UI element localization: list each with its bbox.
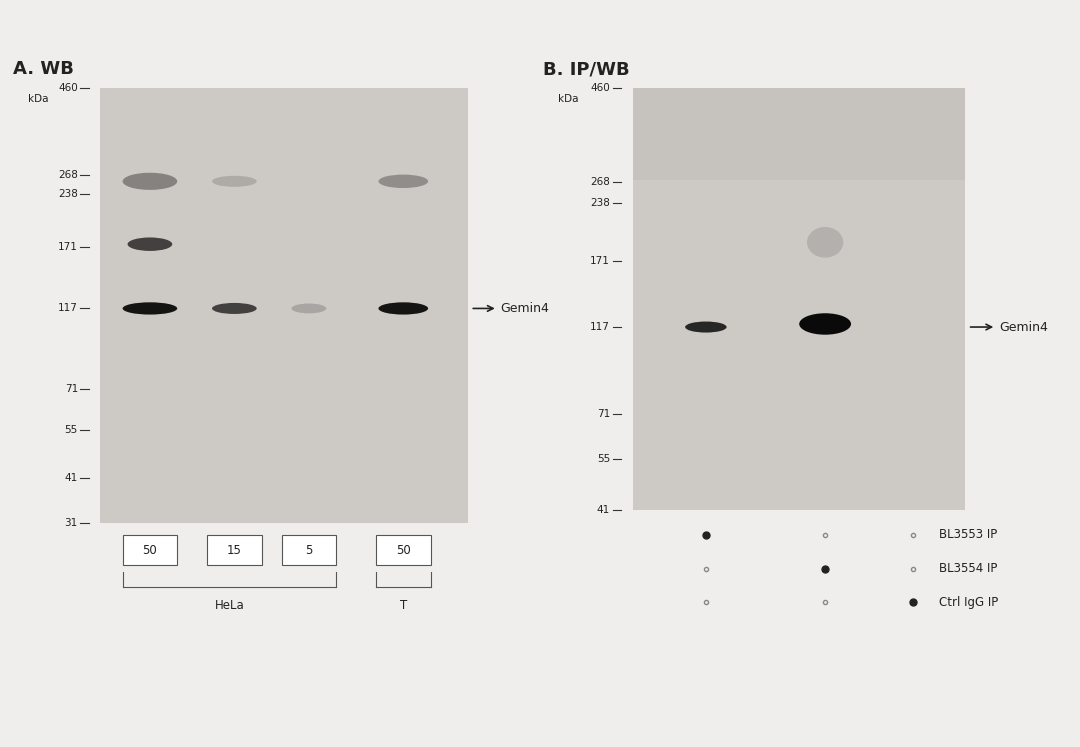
Text: Gemin4: Gemin4 <box>999 320 1048 333</box>
Text: Gemin4: Gemin4 <box>500 302 549 315</box>
Text: 55: 55 <box>65 425 78 436</box>
Text: 268: 268 <box>58 170 78 180</box>
Text: BL3554 IP: BL3554 IP <box>940 562 998 575</box>
Text: 117: 117 <box>590 322 610 332</box>
Text: 71: 71 <box>597 409 610 419</box>
Text: 55: 55 <box>597 454 610 464</box>
FancyBboxPatch shape <box>633 87 966 179</box>
Text: kDa: kDa <box>28 94 49 104</box>
Ellipse shape <box>685 321 727 332</box>
Text: 15: 15 <box>227 544 242 557</box>
Text: 238: 238 <box>58 189 78 199</box>
Ellipse shape <box>799 313 851 335</box>
Text: 41: 41 <box>65 473 78 483</box>
Text: HeLa: HeLa <box>215 599 244 613</box>
Text: 71: 71 <box>65 384 78 394</box>
FancyBboxPatch shape <box>282 535 336 565</box>
Text: B. IP/WB: B. IP/WB <box>542 61 630 78</box>
Text: 50: 50 <box>143 544 158 557</box>
Text: 268: 268 <box>590 177 610 187</box>
FancyBboxPatch shape <box>207 535 261 565</box>
Ellipse shape <box>212 303 257 314</box>
Text: T: T <box>400 599 407 613</box>
Text: kDa: kDa <box>558 94 579 104</box>
Text: 5: 5 <box>306 544 312 557</box>
Text: 50: 50 <box>396 544 410 557</box>
Text: A. WB: A. WB <box>13 61 75 78</box>
FancyBboxPatch shape <box>123 535 177 565</box>
Ellipse shape <box>123 303 177 314</box>
Text: Ctrl IgG IP: Ctrl IgG IP <box>940 595 998 609</box>
Text: 41: 41 <box>597 506 610 515</box>
Ellipse shape <box>292 303 326 313</box>
Ellipse shape <box>127 238 173 251</box>
Ellipse shape <box>378 303 428 314</box>
Text: 171: 171 <box>58 242 78 252</box>
FancyBboxPatch shape <box>376 535 431 565</box>
Text: BL3553 IP: BL3553 IP <box>940 528 998 542</box>
Ellipse shape <box>807 227 843 258</box>
FancyBboxPatch shape <box>100 87 468 523</box>
Text: 171: 171 <box>590 255 610 266</box>
Text: 460: 460 <box>591 83 610 93</box>
Ellipse shape <box>378 175 428 188</box>
Text: 238: 238 <box>590 198 610 208</box>
Ellipse shape <box>123 173 177 190</box>
Text: 460: 460 <box>58 83 78 93</box>
Text: 117: 117 <box>58 303 78 314</box>
Ellipse shape <box>212 176 257 187</box>
FancyBboxPatch shape <box>633 87 966 510</box>
Text: 31: 31 <box>65 518 78 527</box>
